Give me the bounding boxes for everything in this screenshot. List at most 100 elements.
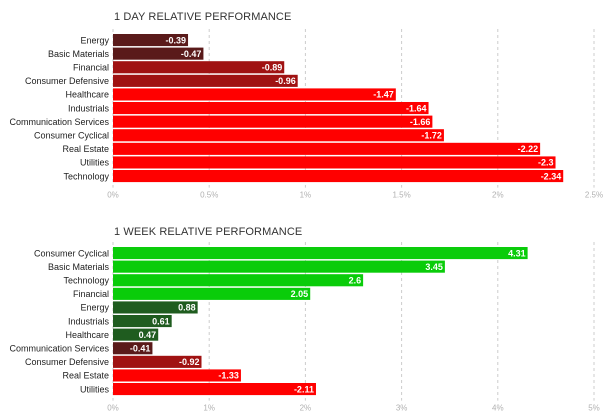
category-label: Industrials	[68, 316, 110, 326]
bar-row: Consumer Cyclical -1.72	[34, 129, 444, 142]
bar	[113, 247, 528, 260]
x-tick-label: 3%	[396, 404, 408, 413]
bar-row: Financial 2.05	[73, 287, 311, 300]
category-label: Real Estate	[62, 144, 109, 154]
bar-row: Real Estate -1.33	[62, 369, 241, 382]
bar-row: Real Estate -2.22	[62, 142, 541, 155]
value-label: -1.64	[406, 103, 427, 113]
value-label: -1.66	[410, 117, 431, 127]
bar	[113, 142, 541, 155]
bar	[113, 102, 429, 115]
bar-row: Industrials -1.64	[68, 102, 429, 115]
x-tick-labels: 0% 1% 2% 3% 4% 5%	[107, 404, 600, 413]
category-label: Technology	[63, 275, 109, 285]
chart-title: 1 WEEK RELATIVE PERFORMANCE	[114, 226, 303, 238]
x-tick-labels: 0% 0.5% 1% 1.5% 2% 2.5%	[107, 191, 603, 200]
bar	[113, 88, 396, 101]
value-label: 2.05	[291, 289, 309, 299]
category-label: Consumer Cyclical	[34, 248, 109, 258]
chart-1-week-plot: 0% 1% 2% 3% 4% 5% Consumer Cyclical 4.31 Basic M…	[9, 242, 600, 413]
value-label: 0.47	[139, 330, 157, 340]
value-label: 3.45	[425, 262, 443, 272]
category-label: Consumer Cyclical	[34, 130, 109, 140]
value-label: -2.34	[541, 171, 562, 181]
bar	[113, 383, 316, 396]
value-label: 0.61	[152, 316, 170, 326]
bar	[113, 287, 311, 300]
bar-row: Energy 0.88	[80, 301, 198, 314]
bar	[113, 61, 285, 74]
bar	[113, 156, 556, 169]
bar	[113, 170, 564, 183]
x-tick-label: 2%	[300, 404, 312, 413]
value-label: -1.47	[373, 90, 394, 100]
bar-row: Healthcare 0.47	[65, 328, 159, 341]
bar-row: Communication Services -1.66	[9, 115, 433, 128]
category-label: Communication Services	[9, 117, 109, 127]
category-label: Consumer Defensive	[25, 76, 109, 86]
x-tick-label: 0%	[107, 191, 119, 200]
bar-row: Healthcare -1.47	[65, 88, 396, 101]
bar-row: Utilities -2.3	[80, 156, 556, 169]
category-label: Healthcare	[65, 330, 109, 340]
bar	[113, 369, 241, 382]
category-label: Technology	[63, 171, 109, 181]
category-label: Financial	[73, 289, 109, 299]
bar	[113, 315, 172, 328]
category-label: Healthcare	[65, 90, 109, 100]
category-label: Financial	[73, 62, 109, 72]
bar-row: Energy -0.39	[80, 34, 189, 47]
x-tick-label: 1%	[203, 404, 215, 413]
chart-1-week: 1 WEEK RELATIVE PERFORMANCE 0% 1% 2% 3% 4% 5%…	[0, 215, 613, 413]
bar-row: Utilities -2.11	[80, 383, 316, 396]
category-label: Real Estate	[62, 371, 109, 381]
value-label: 0.88	[178, 303, 196, 313]
category-label: Industrials	[68, 103, 110, 113]
chart-title: 1 DAY RELATIVE PERFORMANCE	[114, 11, 292, 23]
x-tick-label: 4%	[492, 404, 504, 413]
value-label: -1.33	[218, 371, 239, 381]
bar	[113, 274, 364, 287]
category-label: Energy	[80, 303, 109, 313]
value-label: -0.41	[130, 343, 151, 353]
category-label: Consumer Defensive	[25, 357, 109, 367]
bar	[113, 34, 189, 47]
bar-row: Technology 2.6	[63, 274, 364, 287]
category-label: Basic Materials	[48, 262, 110, 272]
bar-row: Consumer Defensive -0.92	[25, 355, 202, 368]
bar	[113, 129, 444, 142]
bar	[113, 301, 198, 314]
value-label: -0.47	[181, 49, 202, 59]
bar	[113, 74, 298, 87]
chart-1-day: 1 DAY RELATIVE PERFORMANCE 0% 0.5% 1% 1.5% 2…	[0, 0, 613, 205]
value-label: -2.3	[538, 158, 554, 168]
x-tick-label: 1.5%	[392, 191, 410, 200]
bar-row: Communication Services -0.41	[9, 342, 153, 355]
value-label: 4.31	[508, 248, 526, 258]
value-label: 2.6	[349, 275, 362, 285]
bar-row: Basic Materials 3.45	[48, 260, 445, 273]
value-label: -0.89	[262, 62, 283, 72]
x-tick-label: 0.5%	[200, 191, 218, 200]
bar	[113, 47, 204, 60]
bar	[113, 342, 153, 355]
chart-1-day-plot: 0% 0.5% 1% 1.5% 2% 2.5% Energy -0.39 Basic Mater…	[9, 29, 603, 200]
category-label: Energy	[80, 35, 109, 45]
category-label: Utilities	[80, 158, 110, 168]
x-tick-label: 0%	[107, 404, 119, 413]
bar-row: Basic Materials -0.47	[48, 47, 204, 60]
x-tick-label: 2.5%	[585, 191, 603, 200]
value-label: -2.22	[518, 144, 539, 154]
bar	[113, 115, 433, 128]
category-label: Basic Materials	[48, 49, 110, 59]
x-tick-label: 5%	[588, 404, 600, 413]
x-tick-label: 1%	[300, 191, 312, 200]
value-label: -0.39	[166, 35, 187, 45]
bar	[113, 328, 159, 341]
bar-row: Consumer Cyclical 4.31	[34, 247, 528, 260]
category-label: Communication Services	[9, 343, 109, 353]
x-tick-label: 2%	[492, 191, 504, 200]
value-label: -0.96	[275, 76, 296, 86]
bar-row: Consumer Defensive -0.96	[25, 74, 298, 87]
value-label: -2.11	[294, 384, 314, 394]
